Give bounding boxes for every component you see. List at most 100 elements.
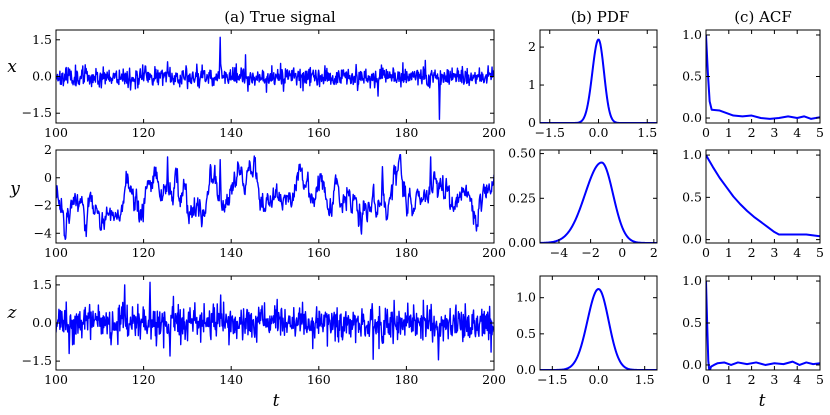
pdf-x-ytick-label: 1 [528, 77, 536, 92]
x-axis-label-t: t [273, 391, 280, 411]
panel-title-a: (a) True signal [224, 8, 336, 26]
ts-x-ytick-label: 0.0 [32, 69, 52, 84]
pdf-x-ytick-label: 2 [528, 39, 536, 54]
ts-z-ytick-label: −1.5 [22, 353, 52, 368]
pdf-y-xtick-label: −2 [581, 245, 599, 260]
acf-x-series-line-0 [706, 34, 820, 120]
acf-z-ytick-label: 1.0 [682, 273, 702, 288]
acf-y-xtick-label: 0 [702, 245, 710, 260]
ts-z-xtick-label: 200 [482, 372, 506, 387]
pdf-y-axes-frame [539, 149, 658, 244]
pdf-x-axes-frame [539, 29, 658, 124]
ts-y-axes-frame [55, 149, 495, 244]
panel-title-c: (c) ACF [734, 8, 792, 26]
ts-y-xtick-label: 180 [394, 245, 418, 260]
acf-x-axis-label-t: t [759, 391, 766, 411]
acf-z-xtick-label: 4 [793, 372, 801, 387]
ts-x-xtick-label: 180 [394, 125, 418, 140]
acf-x-ytick-label: 1.0 [682, 27, 702, 42]
row-label-y: y [9, 179, 20, 199]
pdf-x-xtick-label: 0.0 [589, 125, 609, 140]
acf-y-ytick-label: 1.0 [682, 147, 702, 162]
acf-x-xtick-label: 1 [725, 125, 733, 140]
ts-x-xtick-label: 140 [219, 125, 243, 140]
ts-y-xtick-label: 200 [482, 245, 506, 260]
acf-y-xtick-label: 5 [816, 245, 824, 260]
acf-y-ytick-label: 0.0 [682, 232, 702, 247]
acf-z-xtick-label: 2 [748, 372, 756, 387]
pdf-x-ytick-label: 0 [528, 115, 536, 130]
panel-pdf-x: −1.5 0.0 1.5 0 1 2 [528, 29, 658, 140]
row-label-x: x [7, 57, 17, 77]
ts-z-ytick-label: 1.5 [32, 277, 52, 292]
acf-y-xtick-label: 2 [748, 245, 756, 260]
ts-z-xtick-label: 180 [394, 372, 418, 387]
pdf-y-xtick-label: 2 [650, 245, 658, 260]
panel-ts-x: 100 120 140 160 180 200 −1.5 0.0 1.5 [22, 29, 506, 140]
acf-x-axes-frame [705, 29, 821, 124]
acf-y-axes-frame [705, 149, 821, 244]
ts-x-xtick-label: 120 [132, 125, 156, 140]
acf-x-xtick-label: 0 [702, 125, 710, 140]
panel-pdf-y: −4 −2 0 2 0.00 0.25 0.50 [508, 146, 658, 260]
acf-z-series-line-0 [706, 281, 820, 370]
acf-x-xtick-label: 2 [748, 125, 756, 140]
acf-y-ytick-label: 0.5 [682, 189, 702, 204]
acf-y-xtick-label: 3 [770, 245, 778, 260]
pdf-y-ytick-label: 0.50 [508, 146, 536, 161]
pdf-y-xtick-label: −4 [550, 245, 568, 260]
panel-title-b: (b) PDF [571, 8, 630, 26]
panel-ts-z: 100 120 140 160 180 200 −1.5 0.0 1.5 [22, 275, 506, 387]
acf-x-xtick-label: 5 [816, 125, 824, 140]
acf-x-ytick-label: 0.0 [682, 110, 702, 125]
pdf-y-ytick-label: 0.25 [508, 190, 536, 205]
ts-y-xtick-label: 160 [307, 245, 331, 260]
ts-y-xtick-label: 120 [132, 245, 156, 260]
acf-y-series-line-0 [706, 154, 820, 238]
acf-z-ytick-label: 0.0 [682, 357, 702, 372]
acf-z-xtick-label: 1 [725, 372, 733, 387]
pdf-z-xtick-label: −1.5 [537, 372, 567, 387]
panel-acf-x: 0 1 2 3 4 5 0.0 0.5 1.0 [682, 27, 824, 140]
ts-y-ytick-label: −4 [34, 225, 52, 240]
pdf-y-xtick-label: 0 [618, 245, 626, 260]
pdf-z-xtick-label: 1.5 [635, 372, 655, 387]
acf-y-xtick-label: 4 [793, 245, 801, 260]
pdf-z-ytick-label: 0.5 [516, 326, 536, 341]
panel-acf-z: 0 1 2 3 4 5 0.0 0.5 1.0 [682, 273, 824, 387]
panel-pdf-z: −1.5 0.0 1.50.00.51.0 [516, 275, 658, 387]
pdf-z-ytick-label: 1.0 [516, 290, 536, 305]
acf-y-xtick-label: 1 [725, 245, 733, 260]
ts-z-xtick-label: 100 [44, 372, 68, 387]
ts-z-series-line-0 [56, 281, 494, 361]
acf-z-axes-frame [705, 275, 821, 371]
ts-x-xtick-label: 200 [482, 125, 506, 140]
ts-y-xtick-label: 140 [219, 245, 243, 260]
pdf-y-series-line-0 [540, 161, 657, 243]
pdf-y-ytick-label: 0.00 [508, 235, 536, 250]
acf-x-ytick-label: 0.5 [682, 69, 702, 84]
pdf-x-xtick-label: −1.5 [535, 125, 565, 140]
acf-x-xtick-label: 4 [793, 125, 801, 140]
acf-z-ytick-label: 0.5 [682, 315, 702, 330]
ts-x-series-line-0 [56, 36, 494, 121]
pdf-z-axes-frame [539, 275, 658, 371]
ts-y-series-line-0 [56, 154, 494, 241]
panel-ts-y: 100 120 140 160 180 200 −4 −2 0 2 [34, 142, 506, 260]
acf-z-xtick-label: 0 [702, 372, 710, 387]
ts-z-xtick-label: 160 [307, 372, 331, 387]
ts-x-ytick-label: −1.5 [22, 105, 52, 120]
panel-acf-y: 0 1 2 3 4 5 0.0 0.5 1.0 [682, 147, 824, 260]
ts-y-xtick-label: 100 [44, 245, 68, 260]
acf-z-xtick-label: 3 [770, 372, 778, 387]
ts-x-xtick-label: 100 [44, 125, 68, 140]
acf-x-xtick-label: 3 [770, 125, 778, 140]
acf-z-xtick-label: 5 [816, 372, 824, 387]
ts-y-ytick-label: −2 [34, 198, 52, 213]
ts-z-xtick-label: 120 [132, 372, 156, 387]
pdf-z-xtick-label: 0.0 [589, 372, 609, 387]
ts-y-ytick-label: 2 [44, 142, 52, 157]
ts-y-ytick-label: 0 [44, 170, 52, 185]
